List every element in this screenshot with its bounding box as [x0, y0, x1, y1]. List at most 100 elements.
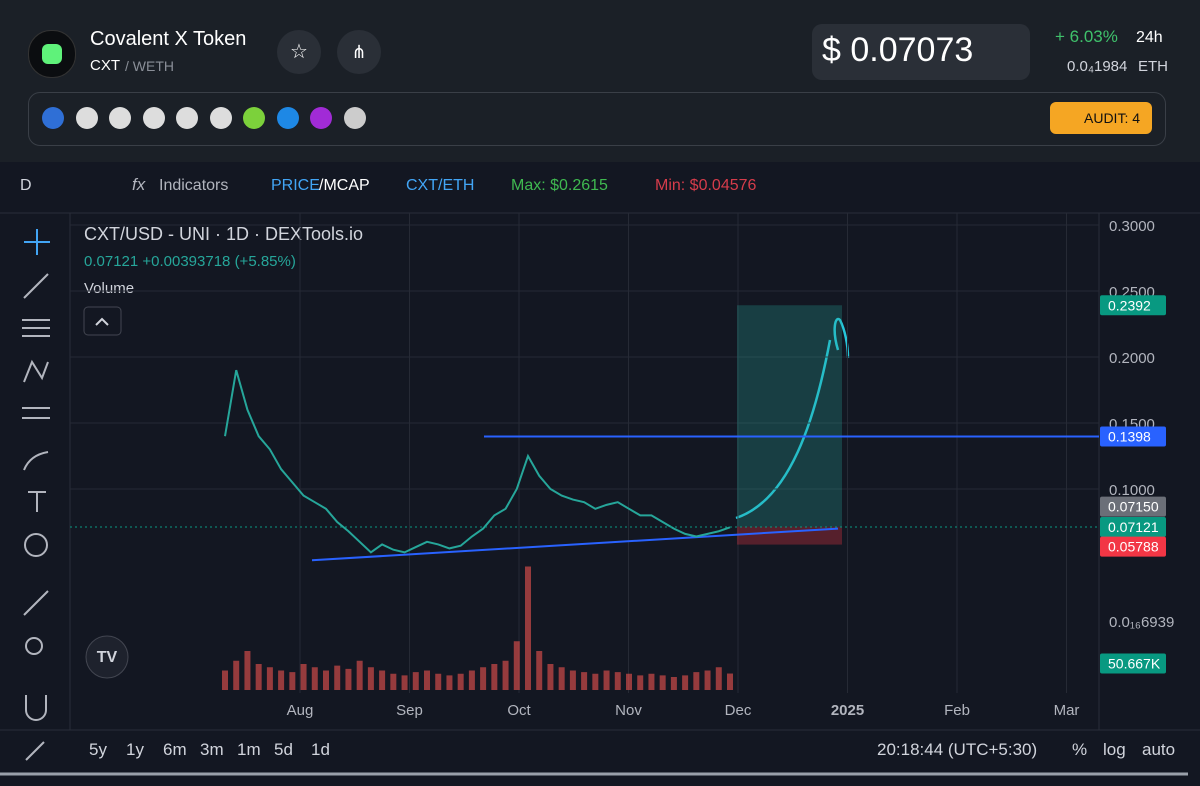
- price-box: [812, 24, 1030, 80]
- volume-bar: [637, 675, 644, 690]
- link-icon[interactable]: [276, 107, 299, 129]
- drawing-tools[interactable]: [22, 273, 50, 761]
- price-tag: [1100, 496, 1166, 517]
- volume-bar: [547, 664, 554, 690]
- y-tick-label: 0.2000: [1109, 350, 1155, 367]
- x-tick-label: Aug: [287, 702, 314, 719]
- percent-toggle[interactable]: %: [1072, 740, 1088, 759]
- link-icon[interactable]: [209, 107, 232, 129]
- volume-bar: [356, 660, 363, 690]
- interval[interactable]: D: [20, 177, 32, 194]
- link-icon[interactable]: [142, 107, 165, 129]
- change: + 6.03%: [1055, 27, 1118, 46]
- volume-bar: [345, 668, 352, 690]
- price-line: [224, 369, 731, 554]
- volume-bar: [592, 673, 599, 690]
- volume-bar: [401, 675, 408, 690]
- pair: / WETH: [125, 58, 174, 74]
- share-button[interactable]: ⋔: [337, 30, 381, 74]
- volume-bar: [390, 673, 397, 690]
- volume-bar: [412, 672, 419, 690]
- audit-text[interactable]: AUDIT: 4: [1084, 110, 1141, 126]
- tv-logo-text: TV: [97, 649, 118, 666]
- volume-bar: [446, 675, 453, 690]
- x-tick-label: Dec: [725, 702, 752, 719]
- volume-bar: [424, 670, 430, 690]
- volume-bar: [525, 566, 531, 690]
- pair-toggle[interactable]: CXT/ETH: [406, 177, 475, 194]
- range-button[interactable]: 5y: [89, 740, 107, 759]
- indicators[interactable]: Indicators: [159, 177, 229, 194]
- links-bar: [28, 92, 1166, 146]
- period: 24h: [1136, 29, 1163, 46]
- price-tag: [1100, 517, 1166, 538]
- volume-bar: [569, 670, 576, 690]
- volume-bar: [323, 670, 329, 690]
- price-tag-label: 0.07150: [1108, 499, 1159, 515]
- target-zone: [737, 305, 842, 527]
- token-name: Covalent X Token: [90, 28, 247, 50]
- audit-badge[interactable]: [1050, 102, 1152, 134]
- range-button[interactable]: 3m: [200, 740, 224, 759]
- volume-bar: [334, 665, 341, 690]
- price-tag: [1100, 536, 1166, 557]
- price-toggle[interactable]: PRICE: [271, 177, 320, 194]
- link-icon[interactable]: [243, 107, 265, 129]
- volume-bar: [289, 672, 296, 690]
- x-tick-label: 2025: [831, 702, 864, 719]
- range-button[interactable]: 1d: [311, 740, 330, 759]
- tv-logo: [85, 635, 129, 679]
- volume-bar: [513, 641, 520, 690]
- clock: 20:18:44 (UTC+5:30): [877, 740, 1038, 759]
- volume-bar: [603, 670, 610, 690]
- volume-bar: [244, 651, 251, 690]
- eth-unit: ETH: [1138, 58, 1168, 75]
- fx-icon: fx: [132, 175, 146, 194]
- collapse-button[interactable]: [83, 306, 122, 336]
- x-tick-label: Nov: [615, 702, 642, 719]
- favorite-button[interactable]: ☆: [277, 30, 321, 74]
- y-tick-label: 0.1000: [1109, 482, 1155, 499]
- volume-bar: [581, 672, 588, 690]
- volume-bar: [435, 673, 442, 690]
- support-line: [311, 527, 839, 562]
- range-button[interactable]: 5d: [274, 740, 293, 759]
- link-icon[interactable]: [343, 107, 366, 129]
- volume-bar: [300, 664, 307, 690]
- y-tick-label: 0.3000: [1109, 218, 1155, 235]
- volume-bar: [659, 675, 666, 690]
- symbol: CXT: [90, 57, 120, 74]
- range-button[interactable]: 1y: [126, 740, 144, 759]
- eth-price: 0.0₄1984: [1067, 58, 1128, 75]
- volume-bar: [491, 664, 498, 690]
- volume-bar: [222, 670, 228, 690]
- range-button[interactable]: 6m: [163, 740, 187, 759]
- link-icon[interactable]: [176, 107, 198, 129]
- crosshair-tool[interactable]: [24, 229, 50, 255]
- auto-toggle[interactable]: auto: [1142, 740, 1176, 759]
- volume-bar: [682, 675, 689, 690]
- mcap-toggle[interactable]: /MCAP: [319, 177, 370, 194]
- volume-bar: [670, 677, 677, 690]
- volume-bar: [233, 660, 240, 690]
- link-icon[interactable]: [75, 107, 98, 129]
- volume-bar: [255, 664, 262, 690]
- volume-bar: [626, 673, 632, 690]
- link-icon[interactable]: [109, 107, 131, 129]
- range-button[interactable]: 1m: [237, 740, 261, 759]
- log-toggle[interactable]: log: [1103, 740, 1126, 759]
- volume-bar: [266, 667, 273, 690]
- price-tag: [1100, 295, 1166, 316]
- link-icon[interactable]: [42, 107, 64, 129]
- volume-bar: [457, 673, 464, 690]
- volume-bar: [704, 670, 711, 690]
- link-icon[interactable]: [310, 107, 332, 129]
- chart-title: CXT/USD - UNI · 1D · DEXTools.io: [84, 224, 363, 244]
- volume-bar: [558, 667, 565, 690]
- volume-bar: [379, 670, 386, 690]
- volume-bar: [311, 667, 318, 690]
- volume-bar: [614, 672, 621, 690]
- y-axis-extra: 0.0₁₆6939: [1109, 614, 1174, 631]
- x-tick-label: Oct: [507, 702, 531, 719]
